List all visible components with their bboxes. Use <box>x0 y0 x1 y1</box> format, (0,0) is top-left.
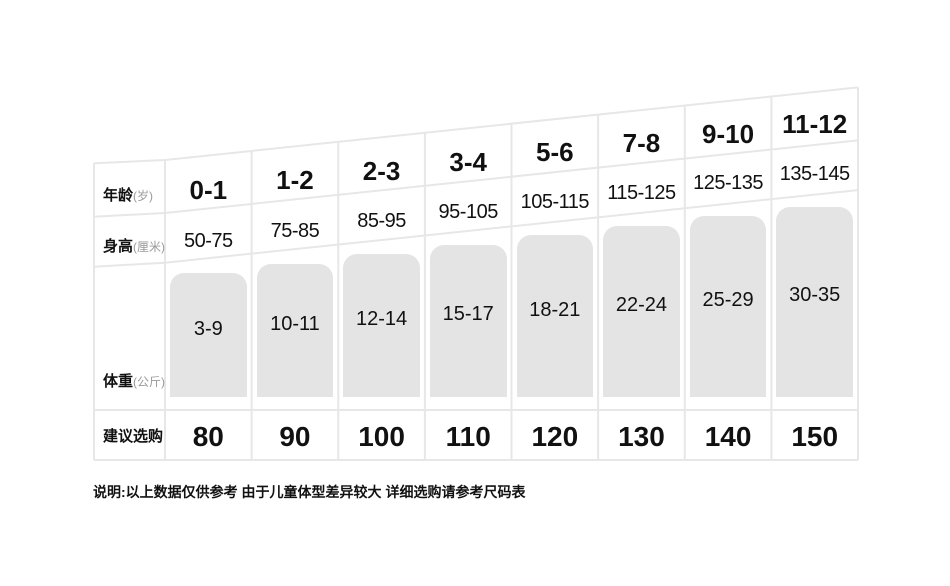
row-label-height: 身高(厘米) <box>103 236 165 258</box>
weight-cell: 15-17 <box>442 303 494 326</box>
size-cell: 100 <box>358 421 405 452</box>
size-cell: 110 <box>445 421 491 452</box>
row-label-height-text: 身高 <box>103 238 134 255</box>
height-cell: 135-145 <box>779 162 850 185</box>
grid-path <box>93 86 859 461</box>
size-cell: 80 <box>192 421 224 452</box>
age-cell: 5-6 <box>536 137 574 168</box>
age-cell: 3-4 <box>449 146 487 177</box>
size-cell: 150 <box>791 421 839 452</box>
weight-bar <box>170 273 247 397</box>
age-cell: 1-2 <box>276 165 314 196</box>
row-label-height-unit: (厘米) <box>133 240 166 254</box>
weight-cell: 25-29 <box>702 289 754 312</box>
size-cell: 90 <box>279 421 311 452</box>
age-cell: 9-10 <box>702 118 755 149</box>
weight-bar <box>429 244 507 397</box>
row-label-weight-unit: (公斤) <box>133 375 166 389</box>
weight-cell: 22-24 <box>615 293 668 316</box>
weight-cell: 30-35 <box>789 284 841 307</box>
weight-bar <box>776 206 853 397</box>
weight-bar <box>603 225 680 397</box>
height-cell: 115-125 <box>607 181 676 204</box>
row-label-suggested-size: 建议选购 <box>103 426 163 448</box>
height-cell: 50-75 <box>183 229 233 252</box>
weight-cell: 3-9 <box>193 317 223 340</box>
height-cell: 85-95 <box>357 210 406 233</box>
height-cell: 125-135 <box>693 172 764 195</box>
row-label-age-unit: (岁) <box>133 189 154 203</box>
weight-bar <box>516 235 594 397</box>
size-cell: 130 <box>618 421 665 452</box>
height-cell: 105-115 <box>520 191 590 214</box>
row-label-age-text: 年龄 <box>103 187 134 204</box>
footnote: 说明:以上数据仅供参考 由于儿童体型差异较大 详细选购请参考尺码表 <box>93 484 526 500</box>
size-cell: 120 <box>531 421 579 452</box>
row-label-weight: 体重(公斤) <box>103 371 165 393</box>
row-label-age: 年龄(岁) <box>103 185 153 207</box>
weight-bar <box>689 216 767 397</box>
height-cell: 95-105 <box>438 200 499 223</box>
weight-bar <box>256 263 334 397</box>
age-cell: 2-3 <box>362 155 401 186</box>
weight-cell: 12-14 <box>355 308 408 331</box>
row-label-weight-text: 体重 <box>103 373 134 390</box>
row-label-suggested-size-text: 建议选购 <box>103 428 164 445</box>
age-cell: 0-1 <box>189 174 228 205</box>
weight-cell: 10-11 <box>270 312 320 335</box>
age-cell: 7-8 <box>622 128 661 158</box>
weight-bar <box>343 254 420 397</box>
weight-cell: 18-21 <box>529 298 581 321</box>
age-cell: 11-12 <box>782 109 848 140</box>
height-cell: 75-85 <box>270 219 320 242</box>
size-cell: 140 <box>704 421 752 452</box>
